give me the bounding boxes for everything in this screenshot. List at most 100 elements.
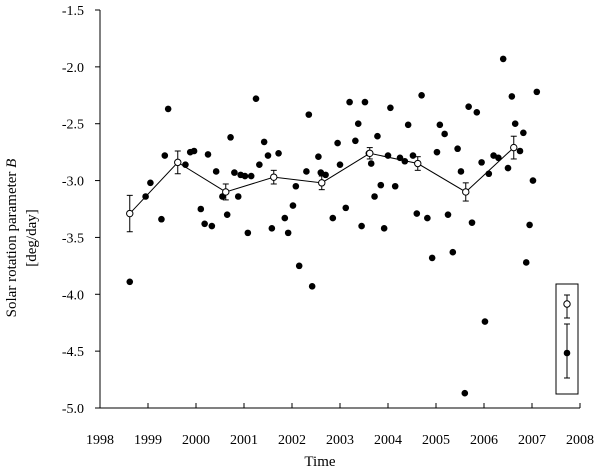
data-point bbox=[223, 211, 231, 218]
data-point bbox=[268, 225, 276, 232]
data-point bbox=[275, 149, 282, 157]
x-tick-label: 1998 bbox=[86, 433, 114, 448]
data-point bbox=[190, 147, 198, 155]
data-point bbox=[231, 169, 238, 176]
data-point bbox=[346, 98, 353, 106]
data-point bbox=[522, 259, 530, 266]
data-point bbox=[504, 164, 512, 172]
data-point bbox=[526, 221, 533, 229]
y-axis-unit: [deg/day] bbox=[24, 209, 40, 266]
x-axis-title: Time bbox=[304, 454, 335, 470]
mean-point bbox=[510, 143, 518, 152]
data-layer bbox=[126, 55, 541, 397]
data-point bbox=[441, 130, 448, 138]
x-tick-label: 2003 bbox=[326, 433, 354, 448]
x-tick-label: 2008 bbox=[566, 433, 594, 448]
data-point bbox=[354, 120, 362, 128]
data-point bbox=[305, 111, 313, 118]
x-tick-label: 2000 bbox=[182, 433, 210, 448]
y-tick-label: -2.0 bbox=[62, 61, 84, 76]
data-point bbox=[485, 170, 493, 178]
legend-filled-marker bbox=[563, 349, 571, 357]
data-point bbox=[499, 55, 507, 63]
y-tick-label: -5.0 bbox=[62, 402, 84, 417]
data-point bbox=[227, 134, 234, 141]
data-point bbox=[197, 205, 205, 213]
data-point bbox=[478, 159, 485, 166]
x-tick-label: 1999 bbox=[134, 433, 162, 448]
data-point bbox=[234, 193, 242, 200]
data-point bbox=[387, 104, 394, 112]
data-point bbox=[404, 121, 412, 129]
data-point bbox=[367, 160, 375, 167]
data-point bbox=[252, 95, 260, 102]
data-point bbox=[495, 154, 502, 162]
data-point bbox=[358, 222, 365, 230]
data-point bbox=[508, 93, 516, 100]
data-point bbox=[361, 98, 369, 106]
data-point bbox=[449, 248, 457, 256]
data-point bbox=[204, 151, 212, 158]
data-point bbox=[289, 202, 297, 209]
data-point bbox=[260, 138, 268, 146]
legend-open-marker bbox=[563, 300, 571, 308]
data-point bbox=[147, 179, 154, 187]
data-point bbox=[126, 278, 134, 286]
data-point bbox=[329, 214, 337, 222]
data-point bbox=[454, 145, 461, 153]
data-point bbox=[284, 229, 292, 237]
data-point bbox=[256, 161, 263, 168]
mean-point bbox=[174, 158, 182, 167]
data-point bbox=[295, 262, 303, 270]
legend bbox=[555, 283, 579, 395]
data-point bbox=[473, 109, 481, 116]
x-tick-label: 2005 bbox=[422, 433, 450, 448]
data-point bbox=[281, 214, 289, 222]
y-axis-title-text: Solar rotation parameter bbox=[4, 168, 20, 318]
x-tick-label: 2002 bbox=[278, 433, 306, 448]
data-point bbox=[241, 172, 249, 180]
data-point bbox=[201, 220, 208, 228]
y-tick-label: -3.0 bbox=[62, 175, 84, 190]
data-point bbox=[481, 318, 489, 325]
data-point bbox=[511, 120, 519, 128]
data-point bbox=[444, 211, 452, 218]
data-point bbox=[433, 148, 441, 156]
data-point bbox=[465, 103, 472, 110]
data-point bbox=[371, 193, 378, 200]
data-point bbox=[212, 168, 220, 175]
y-tick-label: -2.5 bbox=[62, 118, 84, 133]
mean-point bbox=[222, 188, 230, 196]
data-point bbox=[244, 229, 252, 237]
mean-point bbox=[462, 188, 470, 196]
x-tick-label: 2006 bbox=[470, 433, 498, 448]
data-point bbox=[424, 214, 431, 222]
mean-point bbox=[414, 159, 422, 168]
data-point bbox=[377, 181, 385, 189]
mean-point bbox=[270, 173, 278, 181]
data-point bbox=[468, 219, 476, 226]
data-point bbox=[336, 161, 344, 168]
y-axis-title: Solar rotation parameter B [deg/day] bbox=[4, 159, 40, 318]
data-point bbox=[529, 177, 537, 184]
data-point bbox=[334, 139, 341, 147]
data-point bbox=[436, 121, 444, 129]
data-point bbox=[516, 147, 524, 155]
data-point bbox=[264, 152, 272, 159]
data-point bbox=[380, 225, 388, 232]
data-point bbox=[292, 182, 300, 190]
data-point bbox=[428, 254, 436, 262]
x-tick-label: 2004 bbox=[374, 433, 402, 448]
data-point bbox=[418, 91, 425, 99]
data-point bbox=[457, 168, 465, 175]
mean-point bbox=[366, 149, 374, 157]
data-point bbox=[533, 88, 541, 96]
y-tick-label: -4.0 bbox=[62, 288, 84, 303]
x-tick-label: 2001 bbox=[230, 433, 258, 448]
data-point bbox=[315, 153, 322, 160]
mean-point bbox=[318, 179, 326, 187]
axes: 1998 1999 2000 2001 2002 2003 2004 2005 2006 2007… bbox=[62, 4, 594, 448]
data-point bbox=[322, 171, 329, 179]
data-point bbox=[247, 172, 255, 180]
